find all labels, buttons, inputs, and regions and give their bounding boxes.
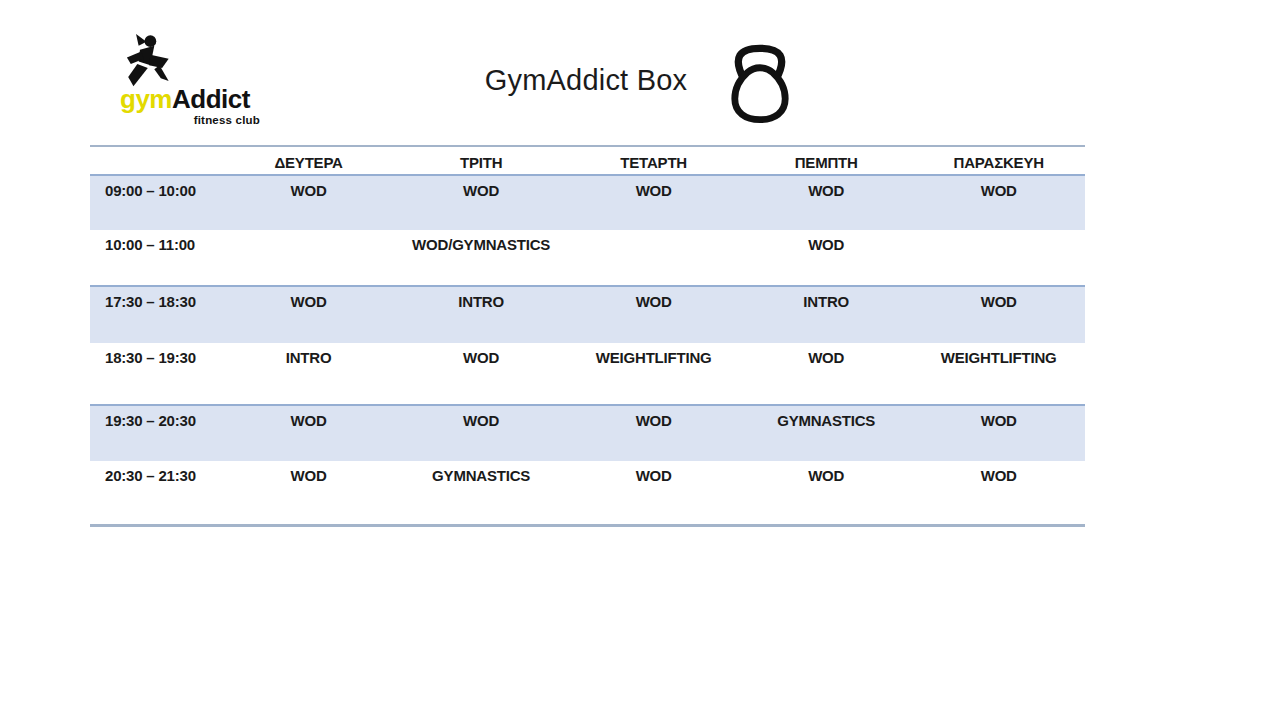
class-cell: WOD xyxy=(222,405,395,461)
class-cell: GYMNASTICS xyxy=(395,461,568,525)
class-cell: WEIGHTLIFTING xyxy=(912,343,1085,405)
class-cell: WOD xyxy=(567,286,740,343)
class-cell: WOD xyxy=(740,461,913,525)
class-cell: INTRO xyxy=(740,286,913,343)
class-cell: WEIGHTLIFTING xyxy=(567,343,740,405)
day-column-header: ΠΑΡΑΣΚΕΥΗ xyxy=(912,146,1085,175)
brand-second: Addict xyxy=(172,84,250,114)
class-cell: WOD xyxy=(567,405,740,461)
time-slot: 18:30 – 19:30 xyxy=(90,343,222,405)
schedule-row: 20:30 – 21:30WODGYMNASTICSWODWODWOD xyxy=(90,461,1085,525)
class-cell: WOD xyxy=(912,286,1085,343)
time-slot: 19:30 – 20:30 xyxy=(90,405,222,461)
class-cell: WOD xyxy=(740,230,913,286)
day-column-header: ΠΕΜΠΤΗ xyxy=(740,146,913,175)
class-cell: INTRO xyxy=(222,343,395,405)
schedule-row: 19:30 – 20:30WODWODWODGYMNASTICSWOD xyxy=(90,405,1085,461)
class-cell: WOD/GYMNASTICS xyxy=(395,230,568,286)
time-column-header xyxy=(90,146,222,175)
class-cell: WOD xyxy=(740,175,913,230)
day-column-header: ΤΕΤΑΡΤΗ xyxy=(567,146,740,175)
brand-tagline: fitness club xyxy=(120,114,260,126)
schedule-section: ΔΕΥΤΕΡΑΤΡΙΤΗΤΕΤΑΡΤΗΠΕΜΠΤΗΠΑΡΑΣΚΕΥΗ 09:00… xyxy=(90,145,1085,527)
brand-wordmark: gymAddict xyxy=(120,84,250,115)
class-cell: INTRO xyxy=(395,286,568,343)
schedule-row: 09:00 – 10:00WODWODWODWODWOD xyxy=(90,175,1085,230)
schedule-row: 17:30 – 18:30WODINTROWODINTROWOD xyxy=(90,286,1085,343)
kettlebell-icon xyxy=(726,42,794,126)
schedule-body: 09:00 – 10:00WODWODWODWODWOD10:00 – 11:0… xyxy=(90,175,1085,525)
class-cell xyxy=(222,230,395,286)
time-slot: 20:30 – 21:30 xyxy=(90,461,222,525)
time-slot: 10:00 – 11:00 xyxy=(90,230,222,286)
time-slot: 17:30 – 18:30 xyxy=(90,286,222,343)
class-cell: WOD xyxy=(222,461,395,525)
class-cell: WOD xyxy=(395,405,568,461)
schedule-row: 10:00 – 11:00 WOD/GYMNASTICS WOD xyxy=(90,230,1085,286)
schedule-table: ΔΕΥΤΕΡΑΤΡΙΤΗΤΕΤΑΡΤΗΠΕΜΠΤΗΠΑΡΑΣΚΕΥΗ 09:00… xyxy=(90,145,1085,527)
time-slot: 09:00 – 10:00 xyxy=(90,175,222,230)
day-column-header: ΔΕΥΤΕΡΑ xyxy=(222,146,395,175)
class-cell: WOD xyxy=(567,461,740,525)
class-cell xyxy=(567,230,740,286)
class-cell: WOD xyxy=(740,343,913,405)
class-cell: WOD xyxy=(222,175,395,230)
class-cell: WOD xyxy=(912,461,1085,525)
brand-first: gym xyxy=(120,84,172,114)
class-cell: WOD xyxy=(222,286,395,343)
class-cell: WOD xyxy=(395,175,568,230)
class-cell xyxy=(912,230,1085,286)
class-cell: GYMNASTICS xyxy=(740,405,913,461)
schedule-header-row: ΔΕΥΤΕΡΑΤΡΙΤΗΤΕΤΑΡΤΗΠΕΜΠΤΗΠΑΡΑΣΚΕΥΗ xyxy=(90,146,1085,175)
class-cell: WOD xyxy=(395,343,568,405)
class-cell: WOD xyxy=(912,405,1085,461)
class-cell: WOD xyxy=(567,175,740,230)
class-cell: WOD xyxy=(912,175,1085,230)
schedule-row: 18:30 – 19:30INTROWODWEIGHTLIFTINGWODWEI… xyxy=(90,343,1085,405)
day-column-header: ΤΡΙΤΗ xyxy=(395,146,568,175)
